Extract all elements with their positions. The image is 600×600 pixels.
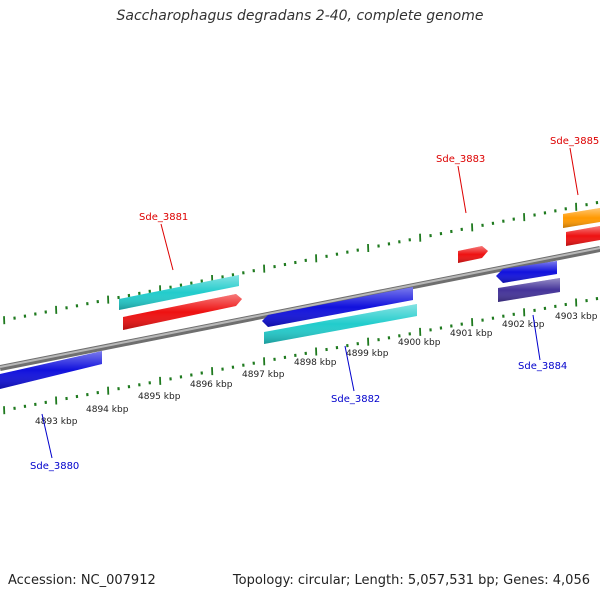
kbp-label-4896: 4896 kbp (190, 380, 233, 390)
gene-label-sde-3883[interactable]: Sde_3883 (436, 154, 485, 214)
kbp-label-4897: 4897 kbp (242, 370, 285, 380)
kbp-label-4900: 4900 kbp (398, 338, 441, 348)
forward-tick-track (3, 200, 599, 325)
feature-sde-3881-arrow[interactable] (123, 294, 242, 330)
feature-sde-3882-cyan[interactable] (264, 304, 417, 344)
gene-label-sde-3885[interactable]: Sde_3885 (550, 136, 599, 196)
feature-sde-3883-arrow[interactable] (458, 246, 488, 263)
genome-summary-text: Topology: circular; Length: 5,057,531 bp… (232, 573, 590, 588)
kbp-label-4893: 4893 kbp (35, 417, 78, 427)
feature-sde-3880-arrow[interactable] (0, 351, 102, 389)
map-title: Saccharophagus degradans 2-40, complete … (116, 8, 484, 24)
kbp-label-4898: 4898 kbp (294, 358, 337, 368)
gene-label-sde-3884-text[interactable]: Sde_3884 (518, 361, 567, 372)
kbp-scale: 4893 kbp 4894 kbp 4895 kbp 4896 kbp 4897… (35, 312, 598, 427)
kbp-label-4903: 4903 kbp (555, 312, 598, 322)
feature-sde-3885-arrow[interactable] (566, 226, 600, 246)
feature-sde-3884-slate[interactable] (498, 278, 560, 302)
feature-sde-3882-arrow[interactable] (262, 287, 413, 327)
kbp-label-4902: 4902 kbp (502, 320, 545, 330)
kbp-label-4901: 4901 kbp (450, 329, 493, 339)
reverse-tick-track (3, 296, 599, 415)
gene-label-sde-3882-text[interactable]: Sde_3882 (331, 394, 380, 405)
kbp-label-4895: 4895 kbp (138, 392, 181, 402)
gene-label-sde-3881-text[interactable]: Sde_3881 (139, 212, 188, 223)
feature-sde-3885-orange[interactable] (563, 208, 600, 228)
gene-label-sde-3880-text[interactable]: Sde_3880 (30, 461, 79, 472)
kbp-label-4899: 4899 kbp (346, 349, 389, 359)
accession-text: Accession: NC_007912 (8, 573, 156, 588)
gene-label-sde-3880[interactable]: Sde_3880 (30, 413, 79, 472)
gene-label-sde-3883-text[interactable]: Sde_3883 (436, 154, 485, 165)
gene-label-sde-3885-text[interactable]: Sde_3885 (550, 136, 599, 147)
genome-backbone (0, 246, 600, 371)
feature-sde-3881-cyan[interactable] (119, 275, 239, 310)
feature-sde-3884-arrow[interactable] (496, 261, 557, 283)
kbp-label-4894: 4894 kbp (86, 405, 129, 415)
gene-label-sde-3881[interactable]: Sde_3881 (139, 212, 188, 271)
gene-label-sde-3882[interactable]: Sde_3882 (331, 345, 380, 405)
gene-label-sde-3884[interactable]: Sde_3884 (518, 314, 567, 372)
